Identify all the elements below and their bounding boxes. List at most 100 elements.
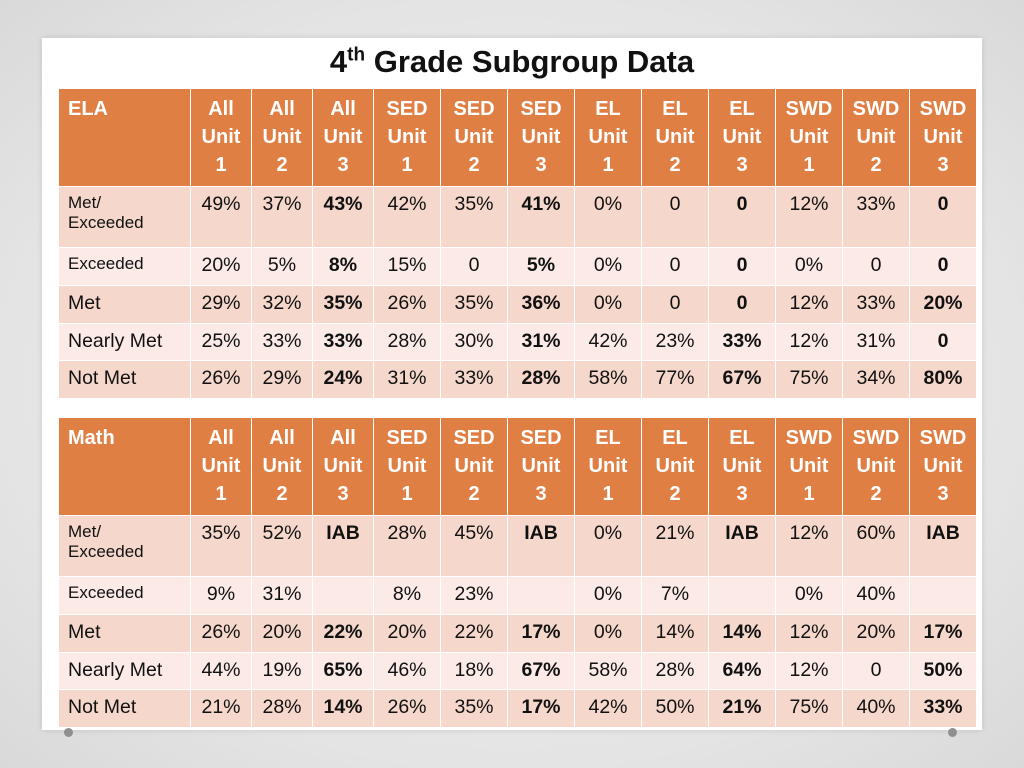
column-header-line: 2 bbox=[870, 154, 882, 176]
column-header-line: 3 bbox=[337, 154, 349, 176]
column-header-line: 2 bbox=[669, 154, 681, 176]
table-row: Exceeded 9% 31% 8% 23% 0% 7% 0% 40% bbox=[59, 577, 976, 614]
column-header-line: 1 bbox=[803, 483, 815, 505]
column-header-line: EL bbox=[662, 427, 688, 449]
column-header: SWD Unit 3 bbox=[910, 418, 976, 515]
column-header-line: Unit bbox=[387, 126, 427, 148]
table-cell: 35% bbox=[441, 690, 507, 727]
table-cell: 7% bbox=[642, 577, 708, 614]
title-superscript: th bbox=[347, 44, 366, 66]
table-cell: 58% bbox=[575, 361, 641, 398]
column-header-line: SED bbox=[453, 427, 495, 449]
row-label: Nearly Met bbox=[59, 324, 190, 360]
table-cell: 28% bbox=[374, 324, 440, 360]
column-header: SED Unit 1 bbox=[374, 418, 440, 515]
table-cell bbox=[313, 577, 373, 614]
table-cell: 36% bbox=[508, 286, 574, 323]
table-cell: 17% bbox=[508, 690, 574, 727]
table-cell: 20% bbox=[374, 615, 440, 652]
header-row: ELA All Unit 1 All Unit 2 All Unit 3 SED Unit 1 SED Un… bbox=[59, 89, 976, 186]
row-label: Met bbox=[59, 615, 190, 652]
table-cell: 33% bbox=[441, 361, 507, 398]
table-cell: 0 bbox=[642, 248, 708, 285]
slide-corner-dot-right bbox=[948, 728, 957, 737]
table-cell: 77% bbox=[642, 361, 708, 398]
column-header-line: 1 bbox=[215, 483, 227, 505]
column-header-line: All bbox=[208, 98, 234, 120]
table-cell: 67% bbox=[508, 653, 574, 689]
column-header-line: 2 bbox=[669, 483, 681, 505]
title-number: 4 bbox=[329, 44, 348, 79]
table-cell: 18% bbox=[441, 653, 507, 689]
column-header-line: 2 bbox=[468, 483, 480, 505]
table-cell: 33% bbox=[843, 187, 909, 247]
column-header: EL Unit 1 bbox=[575, 418, 641, 515]
table-cell bbox=[508, 577, 574, 614]
table-cell: 20% bbox=[910, 286, 976, 323]
subject-header: Math bbox=[59, 418, 190, 515]
column-header: EL Unit 3 bbox=[709, 418, 775, 515]
table-cell: 65% bbox=[313, 653, 373, 689]
table-cell: 0 bbox=[709, 248, 775, 285]
column-header-line: All bbox=[330, 98, 356, 120]
table-cell: 23% bbox=[441, 577, 507, 614]
column-header-line: Unit bbox=[262, 126, 302, 148]
table-cell: 49% bbox=[191, 187, 251, 247]
table-cell: 21% bbox=[642, 516, 708, 576]
table-row: Met 26% 20% 22% 20% 22% 17% 0% 14% 14% 12% 20% 17% bbox=[59, 615, 976, 652]
table-cell: 12% bbox=[776, 615, 842, 652]
column-header-line: SWD bbox=[919, 427, 967, 449]
table-cell: 0 bbox=[843, 653, 909, 689]
column-header-line: 3 bbox=[535, 154, 547, 176]
table-cell: 43% bbox=[313, 187, 373, 247]
table-cell: 28% bbox=[642, 653, 708, 689]
table-cell: 21% bbox=[191, 690, 251, 727]
table-row: Met/Exceeded 35% 52% IAB 28% 45% IAB 0% 21% IAB 12… bbox=[59, 516, 976, 576]
column-header-line: EL bbox=[595, 98, 621, 120]
column-header-line: 3 bbox=[736, 483, 748, 505]
table-cell: 12% bbox=[776, 516, 842, 576]
column-header-line: SED bbox=[520, 98, 562, 120]
table-cell: IAB bbox=[508, 516, 574, 576]
table-row: Met/Exceeded 49% 37% 43% 42% 35% 41% 0% 0 0 12% 33%… bbox=[59, 187, 976, 247]
column-header-line: SED bbox=[453, 98, 495, 120]
table-cell: 30% bbox=[441, 324, 507, 360]
table-cell: 37% bbox=[252, 187, 312, 247]
table-cell: 24% bbox=[313, 361, 373, 398]
column-header-line: All bbox=[330, 427, 356, 449]
column-header-line: Unit bbox=[789, 126, 829, 148]
table-cell: 0% bbox=[575, 516, 641, 576]
column-header-line: SWD bbox=[852, 427, 900, 449]
row-label: Nearly Met bbox=[59, 653, 190, 689]
table-row: Exceeded 20% 5% 8% 15% 0 5% 0% 0 0 0% 0 0 bbox=[59, 248, 976, 285]
column-header-line: SWD bbox=[919, 98, 967, 120]
column-header: EL Unit 2 bbox=[642, 89, 708, 186]
table-cell: 44% bbox=[191, 653, 251, 689]
table-cell: 40% bbox=[843, 690, 909, 727]
column-header-line: SWD bbox=[785, 427, 833, 449]
column-header: SED Unit 3 bbox=[508, 89, 574, 186]
table-cell: 0 bbox=[642, 187, 708, 247]
column-header-line: 2 bbox=[468, 154, 480, 176]
table-cell: 22% bbox=[313, 615, 373, 652]
column-header-line: 2 bbox=[276, 154, 288, 176]
table-cell: 0 bbox=[910, 248, 976, 285]
column-header-line: Unit bbox=[923, 126, 963, 148]
column-header-line: Unit bbox=[655, 455, 695, 477]
column-header: EL Unit 1 bbox=[575, 89, 641, 186]
table-cell: 58% bbox=[575, 653, 641, 689]
table-cell: 29% bbox=[191, 286, 251, 323]
row-label: Not Met bbox=[59, 361, 190, 398]
column-header-line: Unit bbox=[262, 455, 302, 477]
table-cell: 0 bbox=[910, 324, 976, 360]
column-header: SWD Unit 2 bbox=[843, 418, 909, 515]
table-cell: 0% bbox=[575, 248, 641, 285]
column-header: SED Unit 3 bbox=[508, 418, 574, 515]
math-table: Math All Unit 1 All Unit 2 All Unit 3 SED Unit 1 SED U… bbox=[58, 417, 977, 728]
column-header-line: SED bbox=[386, 427, 428, 449]
column-header-line: Unit bbox=[201, 455, 241, 477]
column-header: All Unit 3 bbox=[313, 418, 373, 515]
table-cell: 8% bbox=[374, 577, 440, 614]
table-cell: 15% bbox=[374, 248, 440, 285]
table-cell: 33% bbox=[709, 324, 775, 360]
